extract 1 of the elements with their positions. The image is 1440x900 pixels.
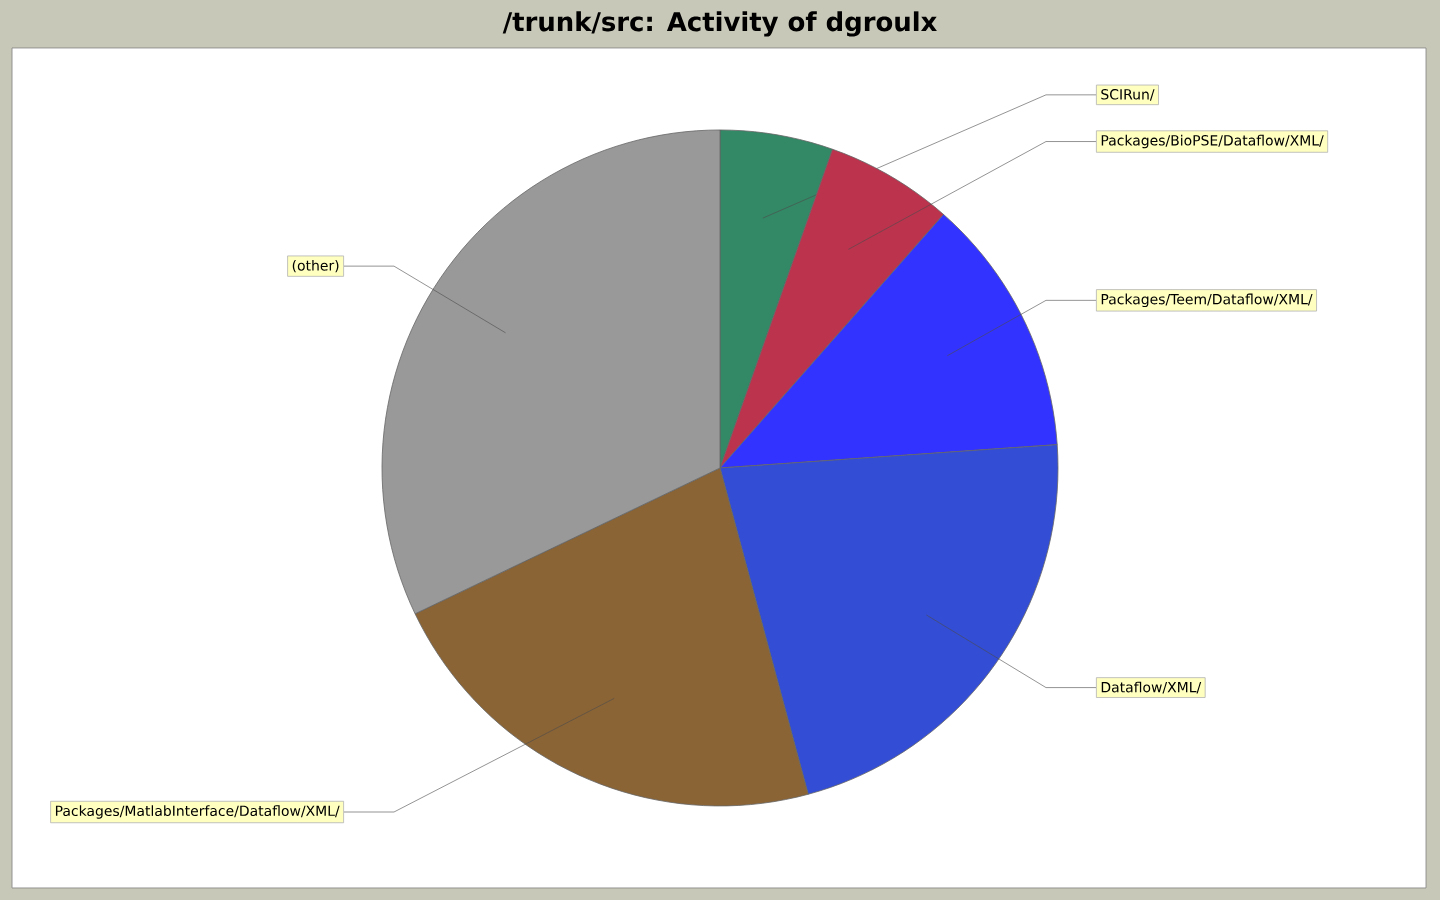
chart-title: /trunk/src: Activity of dgroulx: [502, 11, 937, 37]
